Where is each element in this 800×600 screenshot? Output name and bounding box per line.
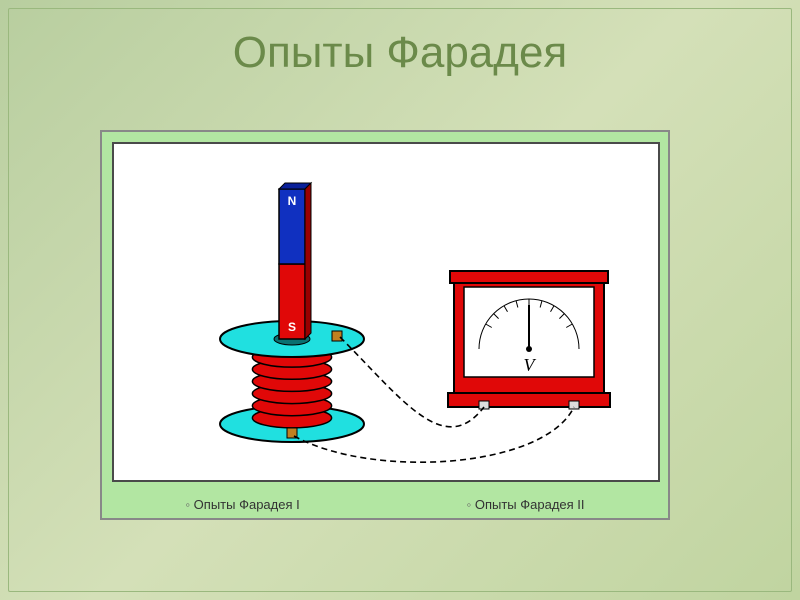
caption-2: Опыты Фарадея II — [467, 497, 585, 512]
figure-canvas: NSV — [112, 142, 660, 482]
apparatus-diagram: NSV — [114, 144, 662, 484]
svg-text:S: S — [288, 320, 296, 334]
caption-1: Опыты Фарадея I — [185, 497, 299, 512]
svg-text:N: N — [288, 194, 297, 208]
caption-row: Опыты Фарадея I Опыты Фарадея II — [102, 497, 668, 512]
figure-frame: NSV Опыты Фарадея I Опыты Фарадея II — [100, 130, 670, 520]
